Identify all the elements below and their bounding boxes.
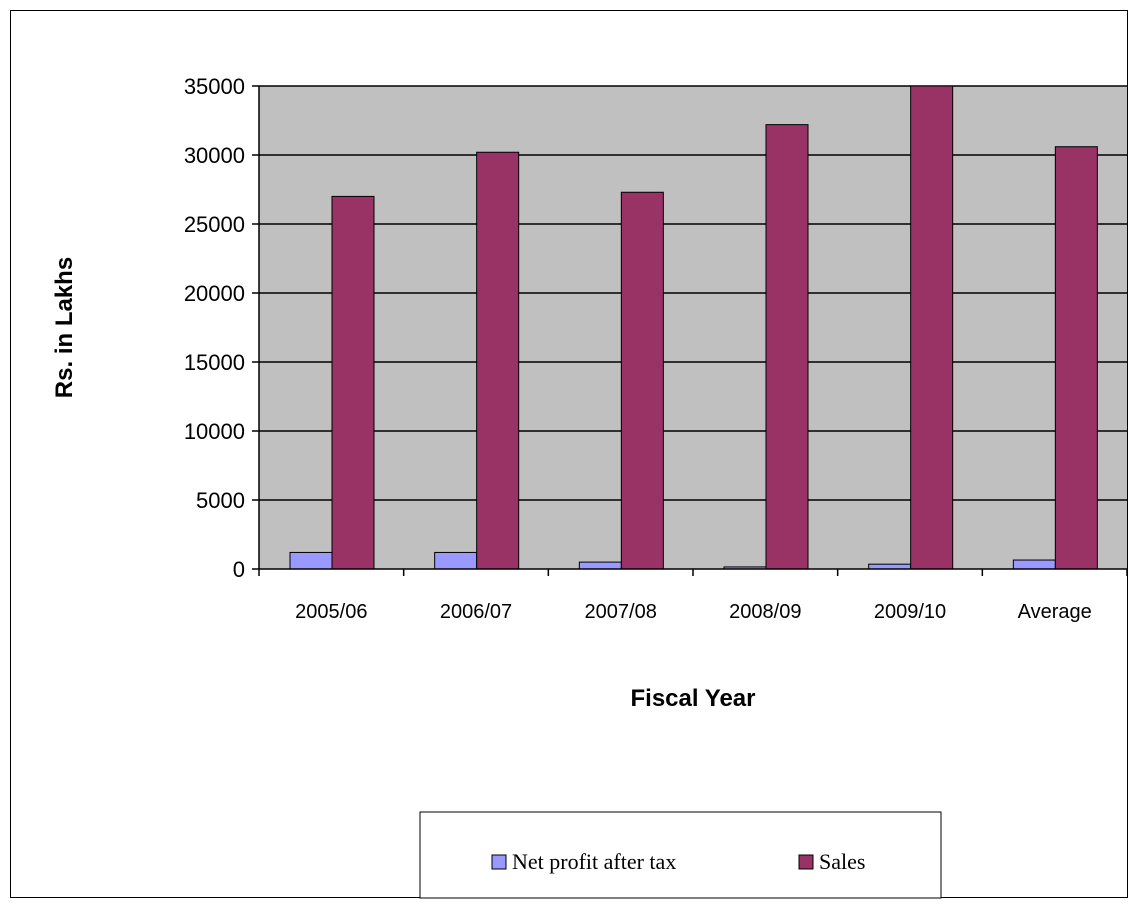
- y-tick-label: 5000: [196, 488, 245, 513]
- bar-net-profit-5: [1012, 559, 1056, 570]
- legend-swatch-sales: [798, 854, 814, 870]
- bar-net-profit-1: [434, 551, 478, 570]
- y-axis-ticks: 0 5000 10000 15000 20000 25000 30000 35000: [184, 74, 259, 582]
- y-tick-label: 35000: [184, 74, 245, 99]
- x-tick-label: 2006/07: [440, 601, 512, 623]
- x-axis-title: Fiscal Year: [631, 685, 756, 712]
- x-axis-ticks: 2005/06 2006/07 2007/08 2008/09 2009/10 Avera…: [258, 569, 1128, 623]
- y-axis-title: Rs. in Lakhs: [51, 257, 78, 398]
- x-tick-label: Average: [1018, 601, 1092, 623]
- y-tick-label: 20000: [184, 281, 245, 306]
- x-tick-label: 2008/09: [729, 601, 801, 623]
- bars: [289, 85, 1098, 570]
- x-tick-label: 2009/10: [874, 601, 946, 623]
- bar-sales-5: [1054, 146, 1098, 570]
- bar-sales-0: [331, 195, 375, 570]
- x-tick-label: 2005/06: [295, 601, 367, 623]
- x-tick-label: 2007/08: [585, 601, 657, 623]
- legend: Net profit after tax Sales: [419, 811, 942, 899]
- y-tick-label: 15000: [184, 350, 245, 375]
- legend-label-sales: Sales: [819, 849, 865, 874]
- y-tick-label: 30000: [184, 143, 245, 168]
- gridlines: [259, 85, 1127, 501]
- bar-sales-3: [765, 124, 809, 570]
- y-tick-label: 10000: [184, 419, 245, 444]
- bar-sales-2: [620, 191, 664, 570]
- y-tick-label: 0: [233, 557, 245, 582]
- bar-net-profit-2: [578, 561, 622, 570]
- legend-swatch-net-profit: [491, 854, 507, 870]
- plot-area: [259, 86, 1127, 569]
- bar-sales-4: [910, 85, 954, 570]
- y-tick-label: 25000: [184, 212, 245, 237]
- bar-sales-1: [476, 151, 520, 570]
- legend-box: [419, 811, 942, 899]
- bar-net-profit-0: [289, 551, 333, 570]
- legend-label-net-profit: Net profit after tax: [512, 849, 676, 874]
